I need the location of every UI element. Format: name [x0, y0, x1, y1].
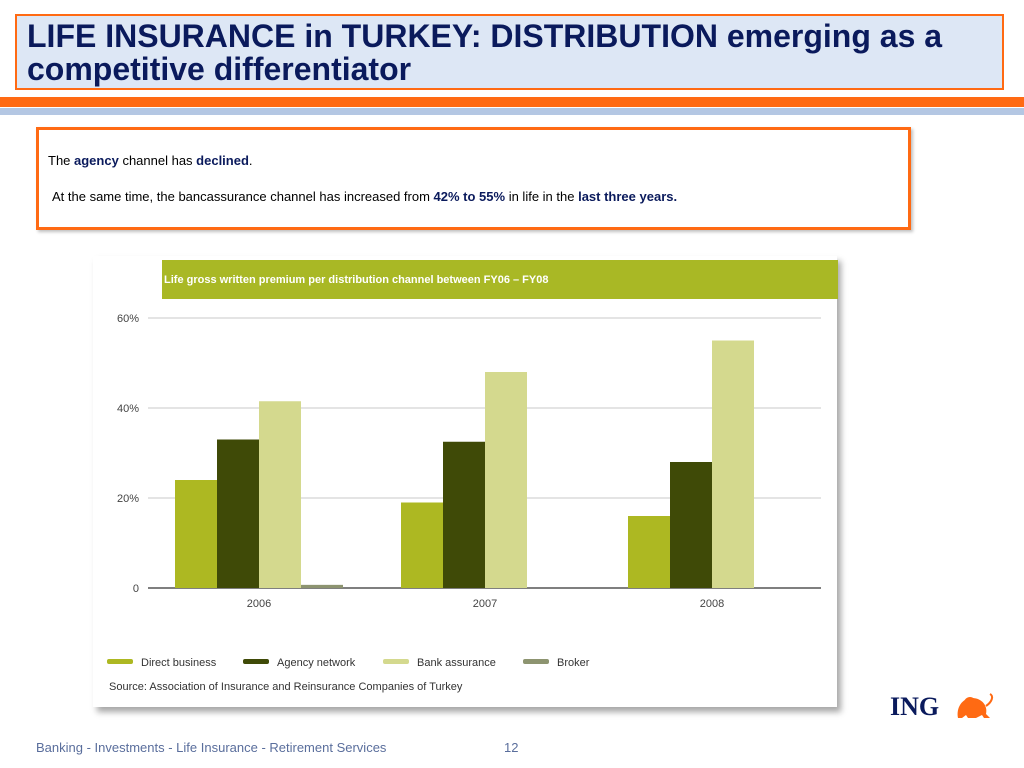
- y-tick-label: 40%: [117, 403, 139, 415]
- logo-text: ING: [890, 692, 940, 721]
- legend-label: Agency network: [277, 657, 356, 669]
- header-rule-blue: [0, 108, 1024, 115]
- page-number: 12: [504, 740, 519, 755]
- summary-keyword-declined: declined: [196, 153, 249, 168]
- bar-agency-network: [670, 462, 712, 588]
- summary-keyword-period: last three years.: [578, 189, 678, 204]
- chart-card: Life gross written premium per distribut…: [93, 256, 838, 707]
- slide-title: LIFE INSURANCE in TURKEY: DISTRIBUTION e…: [27, 18, 943, 87]
- legend-label: Direct business: [141, 657, 217, 669]
- bar-direct-business: [401, 502, 443, 588]
- summary-text: in life in the: [505, 189, 579, 204]
- header-rule-orange: [0, 97, 1024, 107]
- summary-box: The agency channel has declined. At the …: [36, 127, 911, 230]
- bar-bank-assurance: [259, 401, 301, 588]
- x-tick-label: 2006: [247, 598, 271, 610]
- chart-source: Source: Association of Insurance and Rei…: [109, 681, 463, 693]
- x-tick-label: 2008: [700, 598, 724, 610]
- legend-label: Bank assurance: [417, 657, 496, 669]
- y-tick-label: 20%: [117, 493, 139, 505]
- summary-text: At the same time, the bancassurance chan…: [52, 189, 434, 204]
- summary-line-1: The agency channel has declined.: [48, 153, 253, 168]
- title-box: LIFE INSURANCE in TURKEY: DISTRIBUTION e…: [15, 14, 1004, 90]
- legend-swatch: [107, 659, 133, 664]
- summary-text: The: [48, 153, 75, 168]
- bar-direct-business: [628, 516, 670, 588]
- y-tick-label: 60%: [117, 313, 139, 325]
- bar-chart: 0 20% 40% 60% 2006 2007 2008 Direct business Age…: [107, 313, 821, 693]
- bar-direct-business: [175, 480, 217, 588]
- legend-swatch: [243, 659, 269, 664]
- legend-label: Broker: [557, 657, 590, 669]
- footer-services: Banking - Investments - Life Insurance -…: [36, 740, 387, 755]
- ing-logo: ING: [886, 688, 996, 728]
- summary-line-2: At the same time, the bancassurance chan…: [52, 189, 677, 204]
- bar-agency-network: [217, 439, 259, 588]
- bar-bank-assurance: [485, 372, 527, 588]
- x-tick-label: 2007: [473, 598, 497, 610]
- chart-title-bar: Life gross written premium per distribut…: [162, 260, 838, 299]
- legend-swatch: [383, 659, 409, 664]
- bar-broker: [301, 584, 343, 588]
- summary-keyword-percent: 42% to 55%: [433, 189, 506, 204]
- summary-keyword-agency: agency: [74, 153, 119, 168]
- bar-bank-assurance: [712, 340, 754, 588]
- chart-title: Life gross written premium per distribut…: [164, 274, 549, 286]
- lion-icon: [957, 693, 994, 718]
- summary-text: channel has: [118, 153, 197, 168]
- summary-text: .: [248, 153, 253, 168]
- y-tick-label: 0: [133, 583, 139, 595]
- legend-swatch: [523, 659, 549, 664]
- bar-agency-network: [443, 441, 485, 588]
